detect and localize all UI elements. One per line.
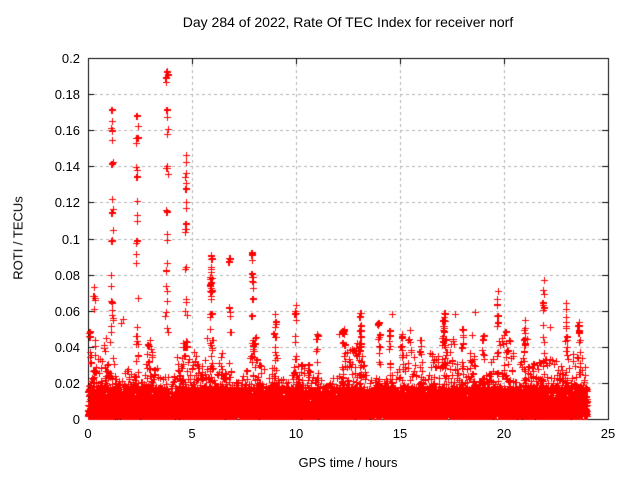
y-tick-label: 0 [72, 412, 80, 427]
y-tick-label: 0.2 [61, 51, 80, 66]
y-tick-label: 0.08 [54, 268, 80, 283]
y-axis-label: ROTI / TECUs [10, 196, 26, 280]
y-tick-label: 0.06 [54, 304, 80, 319]
x-tick-label: 0 [84, 426, 92, 441]
y-tick-label: 0.1 [61, 232, 80, 247]
x-tick-label: 15 [392, 426, 408, 441]
y-tick-label: 0.12 [54, 195, 80, 210]
x-tick-label: 10 [288, 426, 304, 441]
y-tick-label: 0.14 [54, 159, 80, 174]
x-tick-label: 5 [188, 426, 196, 441]
x-tick-label: 20 [496, 426, 512, 441]
y-tick-label: 0.02 [54, 376, 80, 391]
y-tick-label: 0.18 [54, 87, 80, 102]
x-tick-label: 25 [600, 426, 616, 441]
chart-title: Day 284 of 2022, Rate Of TEC Index for r… [182, 14, 514, 30]
y-tick-label: 0.16 [54, 123, 80, 138]
x-axis-label: GPS time / hours [298, 455, 398, 470]
y-tick-label: 0.04 [54, 340, 80, 355]
